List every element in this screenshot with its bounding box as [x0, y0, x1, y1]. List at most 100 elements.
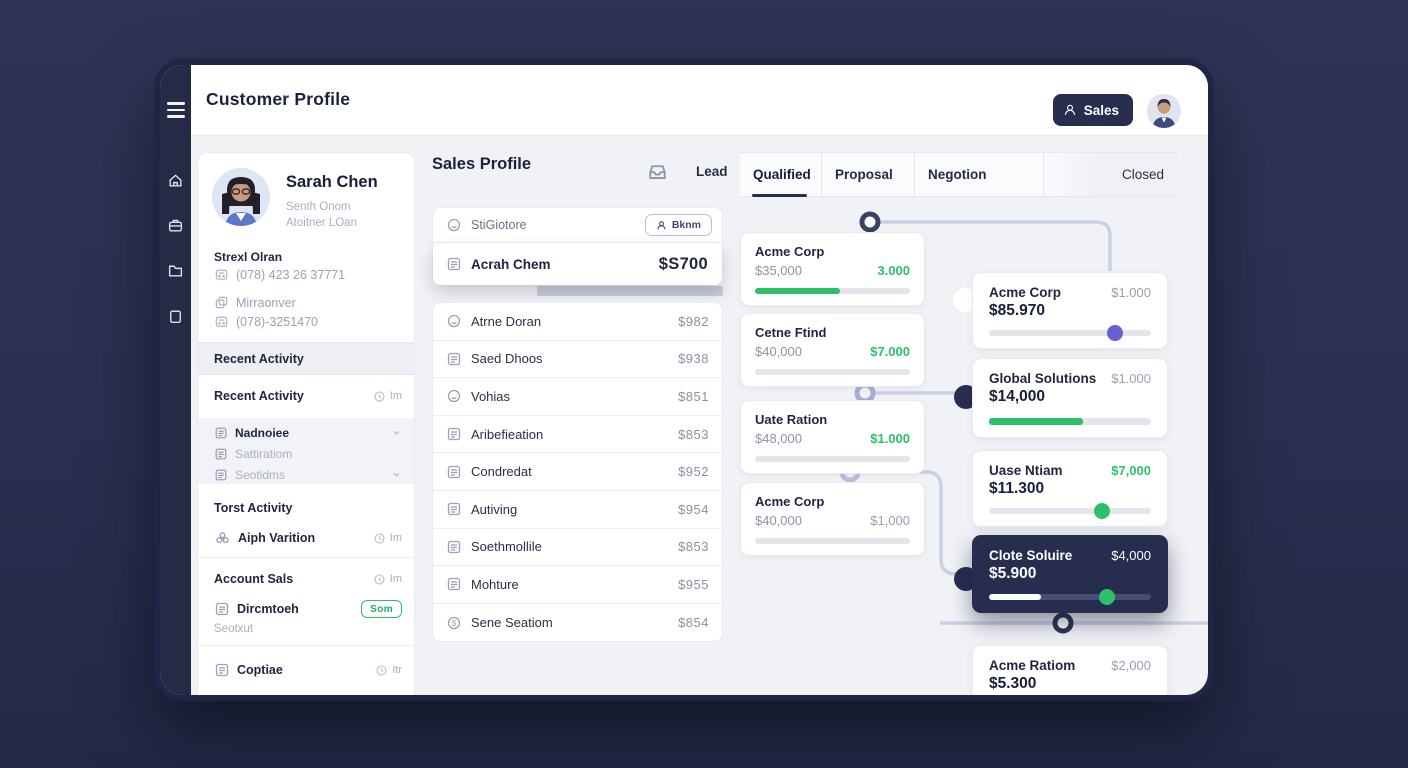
row-value: $982: [678, 313, 709, 329]
flower-icon: [214, 530, 231, 547]
slider-knob[interactable]: [1094, 502, 1111, 519]
slider-knob[interactable]: [1107, 324, 1124, 341]
clock-icon: [373, 573, 386, 586]
doc-icon: [214, 468, 228, 482]
deal-card[interactable]: Acme Ratiom $2,000 $5.300: [972, 645, 1168, 695]
briefcase-icon[interactable]: [167, 217, 184, 234]
tab-proposal[interactable]: Proposal: [822, 153, 915, 196]
tab-lead[interactable]: Lead: [696, 164, 728, 179]
row-value: $853: [678, 426, 709, 442]
list-row[interactable]: StiGiotore Bknm: [433, 208, 722, 243]
progress-bar: [755, 456, 910, 462]
deal-value: $7.000: [870, 344, 910, 359]
account-item-row[interactable]: Dircmtoeh Som: [198, 597, 414, 621]
sales-profile-title: Sales Profile: [432, 155, 532, 173]
folder-icon[interactable]: [167, 262, 184, 279]
row-label: Saed Dhoos: [471, 351, 543, 367]
tab-negotion[interactable]: Negotion: [915, 153, 1044, 196]
list-row[interactable]: Sene Seatiom $854: [433, 604, 722, 642]
stage-card[interactable]: Uate Ration $48,000 $1.000: [740, 400, 925, 474]
deal-name: Clote Soluire: [989, 548, 1073, 563]
list-item[interactable]: Nadnoiee: [214, 422, 402, 443]
list-row[interactable]: Condredat $952: [433, 453, 722, 491]
status-badge: Som: [361, 600, 402, 618]
sales-button[interactable]: Sales: [1052, 94, 1133, 126]
app-window: Customer Profile Sales: [160, 65, 1208, 695]
chevron-down-icon[interactable]: [391, 469, 402, 480]
copy-icon: [214, 295, 229, 310]
shadow-strip: [537, 286, 723, 296]
bottom-item-row[interactable]: Coptiae Itr: [198, 657, 414, 683]
home-icon[interactable]: [167, 172, 184, 189]
deal-amount: $48,000: [755, 431, 802, 446]
activity-sublist: Nadnoiee Sattiratiom Seotidms: [198, 418, 414, 484]
list-row[interactable]: Saed Dhoos $938: [433, 341, 722, 379]
deal-card-selected[interactable]: Clote Soluire $4,000 $5.900: [972, 535, 1168, 613]
slider[interactable]: [989, 589, 1151, 605]
phone-number-2: (078)-3251470: [236, 314, 319, 329]
list-row[interactable]: Aribefieation $853: [433, 416, 722, 454]
row-value: $851: [678, 388, 709, 404]
row-label: Sene Seatiom: [471, 615, 553, 631]
divider: [198, 645, 414, 646]
deal-value: $1.000: [870, 431, 910, 446]
slider-knob[interactable]: [1099, 589, 1116, 605]
top-bar: Customer Profile Sales: [191, 65, 1208, 136]
deal-card[interactable]: Uase Ntiam $7,000 $11.300: [972, 450, 1168, 527]
highlighted-row-label: Acrah Chem: [471, 256, 551, 272]
row-value: $938: [678, 351, 709, 367]
tab-closed[interactable]: Closed: [1044, 153, 1177, 196]
slider[interactable]: [989, 502, 1151, 519]
list-item[interactable]: Sattiratiom: [214, 443, 402, 464]
deal-name: Uase Ntiam: [989, 463, 1063, 478]
bknm-button[interactable]: Bknm: [644, 214, 712, 236]
progress-bar: [755, 369, 910, 375]
menu-icon[interactable]: [167, 102, 185, 122]
slider[interactable]: [989, 324, 1151, 341]
list-item[interactable]: Seotidms: [214, 464, 402, 485]
deal-card[interactable]: Global Solutions $1.000 $14,000: [972, 358, 1168, 438]
list-item-label: Seotidms: [235, 467, 286, 482]
user-avatar[interactable]: [1147, 94, 1181, 128]
deal-value: $7,000: [1111, 463, 1151, 478]
customer-panel: Sarah Chen Senth Onom Atoitner LOan Stre…: [197, 152, 415, 695]
phone-icon: [214, 314, 229, 329]
user-icon: [1063, 103, 1077, 117]
stage-card[interactable]: Acme Corp $35,000 3.000: [740, 232, 925, 306]
pipeline-tabs: Qualified Proposal Negotion Closed: [740, 152, 1177, 197]
deal-amount: $11.300: [989, 480, 1045, 497]
chevron-down-icon[interactable]: [391, 427, 402, 438]
recent-activity-row[interactable]: Recent Activity Im: [198, 382, 414, 410]
face-icon: [446, 313, 462, 329]
deal-card[interactable]: Acme Corp $1.000 $85.970: [972, 272, 1168, 349]
tray-icon[interactable]: [647, 161, 668, 182]
face-icon: [446, 388, 462, 404]
highlighted-row[interactable]: Acrah Chem $S700: [433, 243, 722, 285]
row-label: Soethmollile: [471, 539, 542, 555]
doc-icon: [446, 576, 462, 592]
deal-value: $1,000: [870, 513, 910, 528]
row-value: $952: [678, 464, 709, 480]
stage-card[interactable]: Cetne Ftind $40,000 $7.000: [740, 313, 925, 387]
clock-icon: [375, 664, 388, 677]
stage-card[interactable]: Acme Corp $40,000 $1,000: [740, 482, 925, 556]
torst-activity-item[interactable]: Aiph Varition Im: [198, 525, 414, 551]
list-row[interactable]: Atrne Doran $982: [433, 303, 722, 341]
deal-name: Acme Ratiom: [989, 658, 1076, 673]
phone-icon: [214, 267, 229, 282]
deal-amount: $40,000: [755, 513, 802, 528]
list-row[interactable]: Soethmollile $853: [433, 529, 722, 567]
account-sals-heading: Account Sals: [214, 572, 294, 586]
doc-icon: [214, 662, 230, 678]
page-title: Customer Profile: [206, 89, 351, 109]
tab-qualified[interactable]: Qualified: [740, 153, 822, 197]
face-icon: [446, 217, 462, 233]
row-value: $955: [678, 576, 709, 592]
list-row[interactable]: Mohture $955: [433, 566, 722, 604]
list-row[interactable]: Autiving $954: [433, 491, 722, 529]
person-icon: [656, 220, 667, 231]
deal-amount: $85.970: [989, 302, 1046, 319]
clipboard-icon[interactable]: [167, 308, 184, 325]
doc-icon: [446, 501, 462, 517]
list-row[interactable]: Vohias $851: [433, 378, 722, 416]
